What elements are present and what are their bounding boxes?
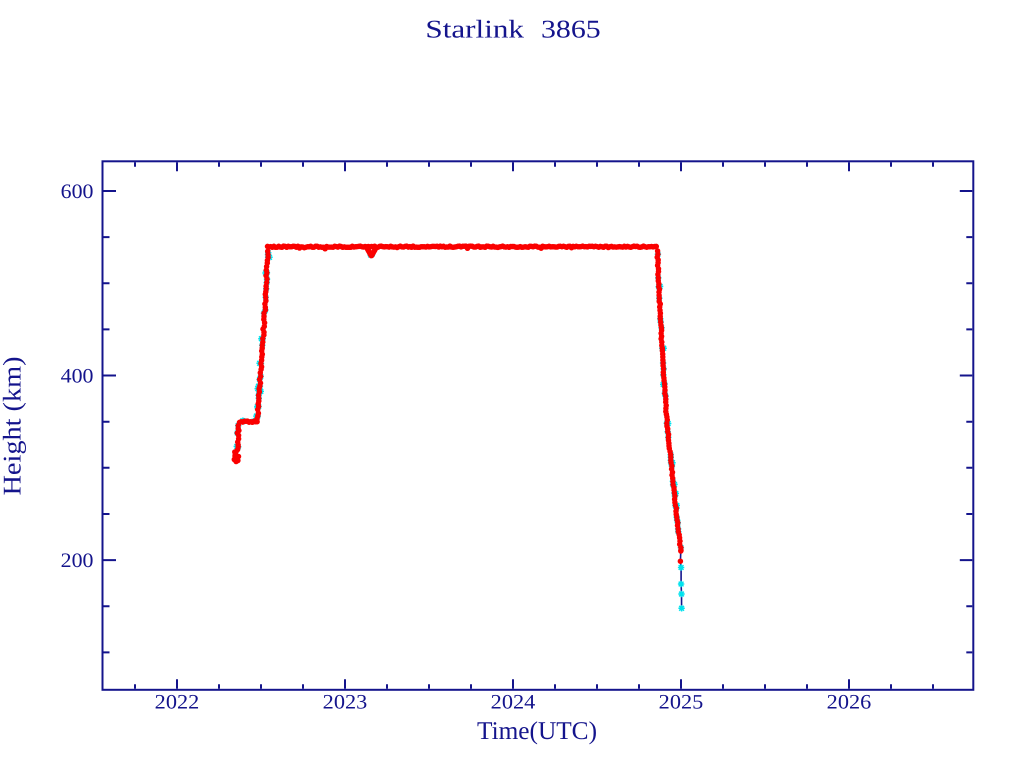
svg-text:2026: 2026 <box>827 692 872 714</box>
svg-text:400: 400 <box>61 366 94 388</box>
svg-text:Starlink: Starlink <box>425 15 524 44</box>
svg-text:2022: 2022 <box>155 692 200 714</box>
svg-text:2024: 2024 <box>491 692 536 714</box>
svg-text:2025: 2025 <box>659 692 704 714</box>
svg-text:Time(UTC): Time(UTC) <box>477 716 597 745</box>
svg-text:3865: 3865 <box>541 15 601 44</box>
svg-text:Height (km): Height (km) <box>0 357 27 496</box>
svg-text:600: 600 <box>61 181 94 203</box>
svg-text:200: 200 <box>61 550 94 572</box>
svg-text:2023: 2023 <box>323 692 368 714</box>
